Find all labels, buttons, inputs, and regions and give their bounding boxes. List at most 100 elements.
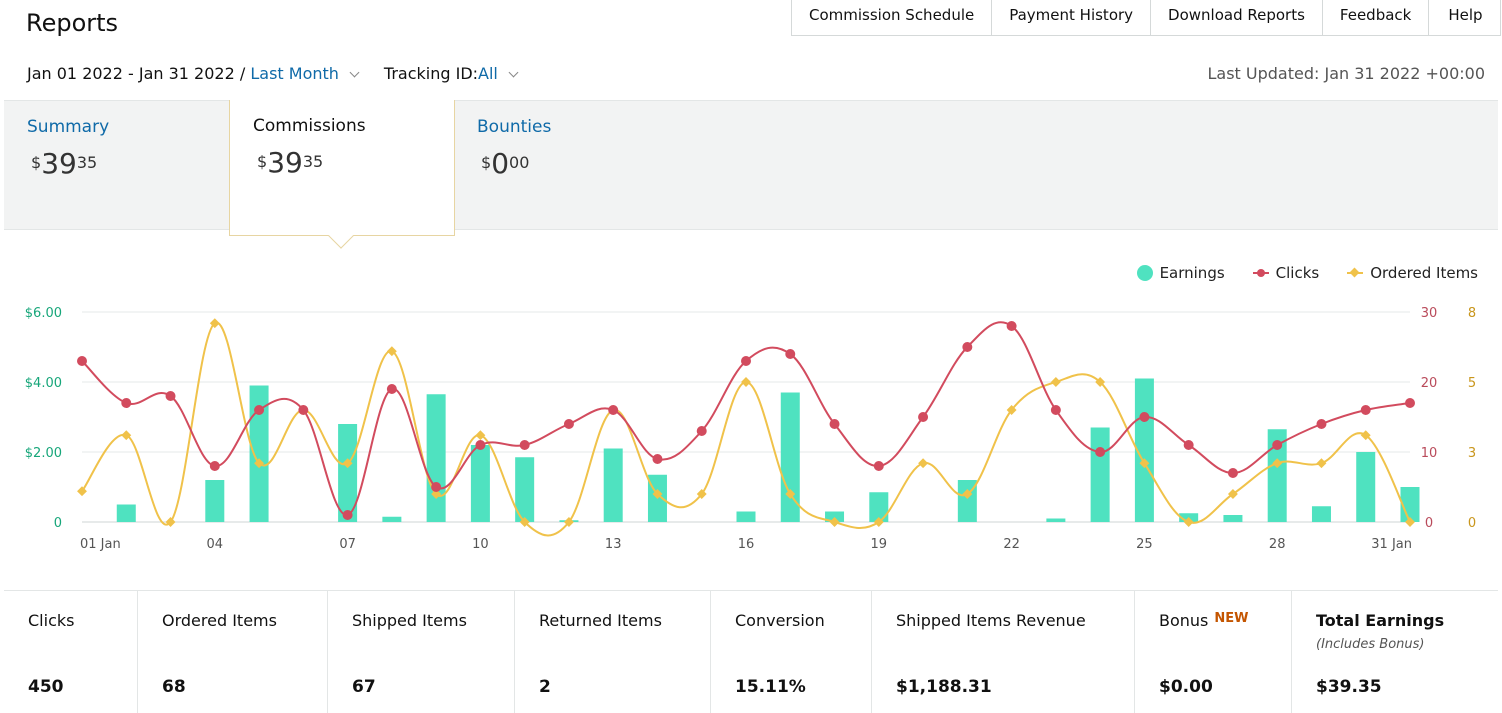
stat-value: 450 bbox=[28, 677, 64, 697]
ordered-items-point bbox=[386, 346, 397, 357]
earnings-bar bbox=[1090, 427, 1110, 522]
ordered-items-point bbox=[1227, 489, 1238, 499]
ordered-items-point bbox=[342, 458, 353, 469]
ordered-items-point bbox=[165, 517, 176, 527]
clicks-point bbox=[298, 405, 309, 415]
stat-value: $39.35 bbox=[1316, 677, 1382, 697]
earnings-bar bbox=[1223, 515, 1243, 522]
chevron-down-icon bbox=[349, 67, 360, 78]
x-tick-label: 25 bbox=[1136, 537, 1153, 552]
x-tick-label: 10 bbox=[472, 537, 489, 552]
clicks-point bbox=[1095, 447, 1106, 457]
payment-history-button[interactable]: Payment History bbox=[992, 0, 1152, 35]
clicks-point bbox=[1139, 412, 1150, 422]
top-nav: Commission Schedule Payment History Down… bbox=[791, 0, 1501, 36]
legend-clicks[interactable]: Clicks bbox=[1252, 264, 1319, 282]
y-right-clicks-tick-label: 20 bbox=[1421, 376, 1438, 391]
ordered-items-point bbox=[563, 517, 574, 527]
amount-cents: 35 bbox=[76, 153, 98, 172]
ordered-items-line bbox=[81, 322, 1411, 537]
help-button[interactable]: Help bbox=[1448, 6, 1483, 24]
stat-label: Bonus NEW bbox=[1159, 611, 1249, 630]
ordered-line-icon bbox=[1347, 265, 1364, 281]
ordered-items-point bbox=[1316, 458, 1327, 469]
clicks-point bbox=[209, 461, 220, 471]
x-tick-label: 07 bbox=[339, 537, 356, 552]
earnings-bar bbox=[470, 445, 490, 522]
clicks-point bbox=[741, 356, 751, 366]
stat-value: 68 bbox=[162, 677, 186, 697]
chevron-down-icon bbox=[508, 67, 519, 78]
earnings-bar bbox=[205, 480, 225, 522]
tab-commissions-label: Commissions bbox=[253, 116, 366, 136]
earnings-bar bbox=[116, 504, 136, 522]
earnings-bar bbox=[249, 385, 269, 522]
date-preset-dropdown[interactable]: Last Month bbox=[250, 64, 360, 83]
clicks-point bbox=[608, 405, 619, 415]
y-right-clicks-tick-label: 30 bbox=[1421, 306, 1438, 321]
ordered-items-point bbox=[1360, 430, 1371, 441]
earnings-bar bbox=[1267, 429, 1287, 522]
amount-whole: 39 bbox=[41, 147, 77, 180]
earnings-bar bbox=[1046, 518, 1066, 522]
feedback-button[interactable]: Feedback bbox=[1323, 0, 1430, 35]
ordered-items-point bbox=[1272, 458, 1283, 469]
stat-value: 67 bbox=[352, 677, 376, 697]
earnings-bar bbox=[382, 516, 402, 522]
stat-label: Returned Items bbox=[539, 611, 662, 630]
ordered-items-point bbox=[785, 489, 796, 499]
ordered-items-point bbox=[696, 489, 707, 499]
ordered-items-point bbox=[1139, 458, 1150, 469]
legend-ordered-items[interactable]: Ordered Items bbox=[1347, 264, 1478, 282]
clicks-point bbox=[1405, 398, 1415, 408]
earnings-bar bbox=[825, 511, 845, 522]
stat-total-earnings: Total Earnings (Includes Bonus) $39.35 bbox=[1292, 591, 1498, 713]
legend-earnings-label: Earnings bbox=[1159, 264, 1225, 282]
x-tick-label: 19 bbox=[871, 537, 888, 552]
earnings-bar bbox=[338, 424, 358, 522]
stat-label: Conversion bbox=[735, 611, 825, 630]
ordered-items-point bbox=[209, 318, 220, 329]
earnings-dot-icon bbox=[1136, 265, 1153, 281]
stat-bonus: Bonus NEW $0.00 bbox=[1135, 591, 1292, 713]
x-tick-label: 13 bbox=[605, 537, 622, 552]
ordered-items-point bbox=[652, 489, 663, 499]
chart-svg: 0 0 0 $2.00 10 3 $4.00 20 5 $6.00 30 8 01 Jan 04 07 10 1… bbox=[25, 306, 1476, 552]
download-reports-button[interactable]: Download Reports bbox=[1151, 0, 1323, 35]
y-right-ordered-tick-label: 5 bbox=[1468, 376, 1476, 391]
stat-conversion: Conversion 15.11% bbox=[711, 591, 872, 713]
y-right-ordered-tick-label: 8 bbox=[1468, 306, 1476, 321]
ordered-items-point bbox=[962, 489, 973, 499]
ordered-items-point bbox=[519, 517, 530, 527]
ordered-items-point bbox=[1405, 517, 1415, 527]
x-tick-label: 04 bbox=[207, 537, 224, 552]
stat-label: Clicks bbox=[28, 611, 75, 630]
date-range-text: Jan 01 2022 - Jan 31 2022 / bbox=[27, 64, 246, 83]
clicks-point bbox=[342, 510, 353, 520]
stat-value: 15.11% bbox=[735, 677, 806, 697]
x-tick-label: 31 Jan bbox=[1371, 537, 1412, 552]
stat-value: $0.00 bbox=[1159, 677, 1213, 697]
x-tick-label: 16 bbox=[738, 537, 755, 552]
clicks-point bbox=[829, 419, 840, 429]
commission-schedule-button[interactable]: Commission Schedule bbox=[792, 0, 993, 35]
legend-earnings[interactable]: Earnings bbox=[1136, 264, 1225, 282]
tab-commissions[interactable]: Commissions $3935 bbox=[229, 100, 455, 249]
stat-value: $1,188.31 bbox=[896, 677, 992, 697]
earnings-bar bbox=[780, 392, 800, 522]
stat-label: Shipped Items Revenue bbox=[896, 611, 1086, 630]
legend-ordered-label: Ordered Items bbox=[1370, 264, 1478, 282]
x-tick-label: 28 bbox=[1269, 537, 1286, 552]
amount-whole: 0 bbox=[491, 147, 510, 180]
stat-sublabel: (Includes Bonus) bbox=[1316, 637, 1425, 652]
clicks-point bbox=[873, 461, 884, 471]
stat-label: Shipped Items bbox=[352, 611, 467, 630]
ordered-items-point bbox=[829, 517, 840, 527]
stats-table: Clicks 450 Ordered Items 68 Shipped Item… bbox=[4, 590, 1498, 713]
ordered-items-point bbox=[475, 430, 486, 441]
ordered-items-point bbox=[431, 489, 442, 499]
ordered-items-point bbox=[1095, 377, 1106, 387]
tracking-id-dropdown[interactable]: All bbox=[478, 64, 519, 83]
x-tick-label: 22 bbox=[1003, 537, 1020, 552]
stat-label: Ordered Items bbox=[162, 611, 277, 630]
